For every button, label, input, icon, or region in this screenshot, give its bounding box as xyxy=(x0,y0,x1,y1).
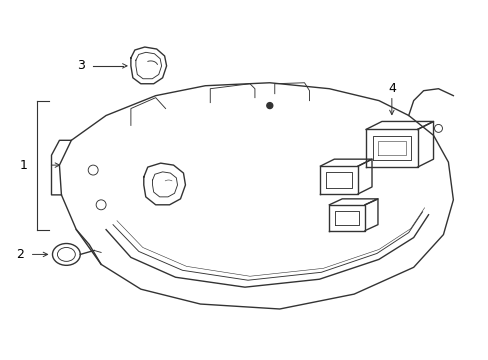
Text: 2: 2 xyxy=(16,248,23,261)
Text: 4: 4 xyxy=(387,82,395,95)
Text: 3: 3 xyxy=(77,59,85,72)
Text: 1: 1 xyxy=(20,159,28,172)
Circle shape xyxy=(266,103,272,109)
